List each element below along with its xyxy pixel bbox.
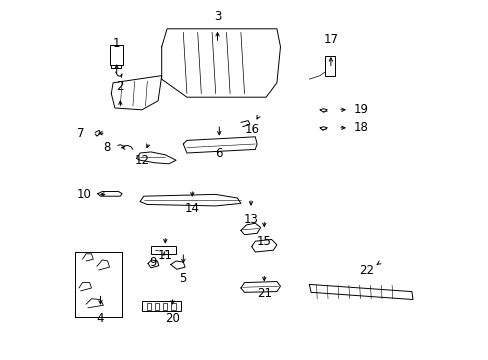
Text: 22: 22: [359, 264, 374, 276]
Bar: [155, 303, 159, 310]
Text: 12: 12: [134, 154, 149, 167]
Text: 5: 5: [179, 273, 186, 285]
Bar: [142, 301, 181, 311]
Bar: [146, 303, 151, 310]
Bar: [163, 303, 167, 310]
Text: 13: 13: [243, 213, 258, 226]
Text: 17: 17: [323, 33, 338, 46]
Text: 2: 2: [116, 80, 124, 93]
Text: 8: 8: [103, 141, 110, 154]
Bar: [110, 45, 122, 65]
Text: 10: 10: [77, 188, 92, 201]
Text: 21: 21: [256, 287, 271, 300]
Text: 3: 3: [213, 10, 221, 23]
Text: 9: 9: [149, 256, 156, 269]
Bar: [151, 246, 176, 254]
Text: 19: 19: [353, 103, 368, 116]
Text: 6: 6: [215, 147, 223, 159]
Text: 15: 15: [256, 235, 271, 248]
Text: 11: 11: [158, 249, 172, 262]
Text: 1: 1: [113, 37, 120, 50]
Text: 16: 16: [244, 123, 259, 136]
Bar: [171, 303, 175, 310]
Text: 4: 4: [97, 312, 104, 325]
Text: 20: 20: [165, 312, 180, 325]
Text: 7: 7: [77, 127, 84, 140]
Bar: [325, 56, 335, 76]
Text: 14: 14: [184, 202, 200, 215]
Text: 18: 18: [353, 121, 368, 134]
